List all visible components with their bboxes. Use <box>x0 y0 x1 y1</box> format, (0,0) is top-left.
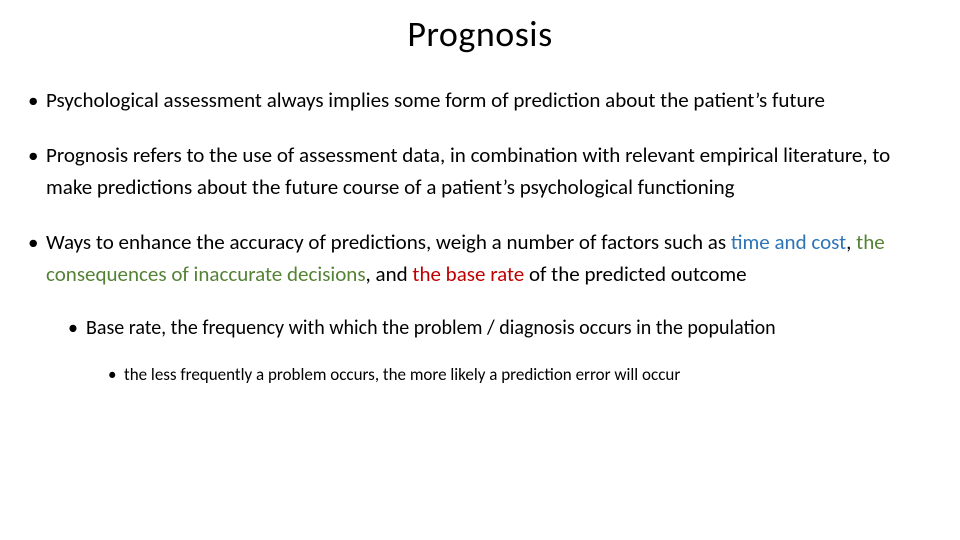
bullet-subsubitem: the less frequently a problem occurs, th… <box>108 363 932 387</box>
bullet-text: , <box>846 229 856 255</box>
bullet-list: Psychological assessment always implies … <box>28 84 932 387</box>
bullet-sublist: Base rate, the frequency with which the … <box>46 313 932 387</box>
bullet-text: the less frequently a problem occurs, th… <box>124 364 680 385</box>
bullet-item: Psychological assessment always implies … <box>28 84 932 117</box>
highlight-blue: time and cost <box>731 229 846 255</box>
bullet-text: Psychological assessment always implies … <box>46 87 825 113</box>
bullet-item: Ways to enhance the accuracy of predicti… <box>28 226 932 387</box>
slide-title: Prognosis <box>28 12 932 56</box>
bullet-text: Base rate, the frequency with which the … <box>86 316 776 340</box>
bullet-text: of the predicted outcome <box>524 261 746 287</box>
bullet-subsublist: the less frequently a problem occurs, th… <box>86 363 932 387</box>
bullet-subitem: Base rate, the frequency with which the … <box>68 313 932 387</box>
bullet-item: Prognosis refers to the use of assessmen… <box>28 139 932 204</box>
highlight-red: the base rate <box>412 261 524 287</box>
bullet-text: Prognosis refers to the use of assessmen… <box>46 142 890 201</box>
bullet-text: Ways to enhance the accuracy of predicti… <box>46 229 731 255</box>
slide: Prognosis Psychological assessment alway… <box>0 0 960 540</box>
bullet-text: , and <box>366 261 413 287</box>
